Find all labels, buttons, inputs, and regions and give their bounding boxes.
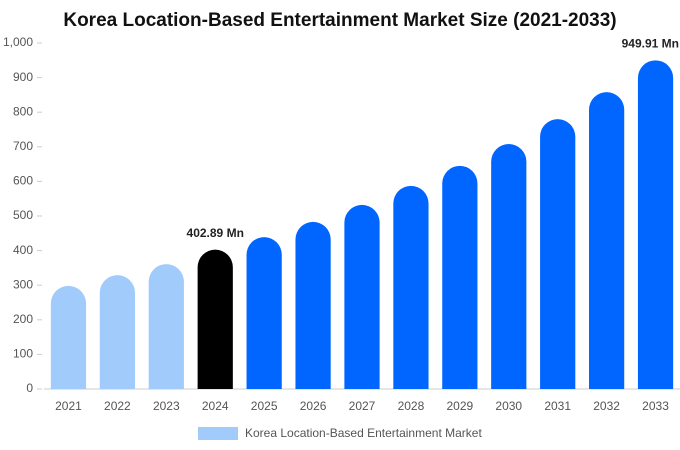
bar xyxy=(589,92,625,390)
x-tick-label: 2025 xyxy=(251,399,278,413)
y-tick-label: 900 xyxy=(13,70,33,84)
x-tick-label: 2023 xyxy=(153,399,180,413)
bar xyxy=(246,237,282,389)
bar xyxy=(148,264,184,389)
bar xyxy=(197,249,233,389)
y-tick-label: 600 xyxy=(13,174,33,188)
y-tick-label: 400 xyxy=(13,243,33,257)
x-tick-label: 2027 xyxy=(349,399,376,413)
legend-swatch xyxy=(198,427,238,440)
x-tick-label: 2024 xyxy=(202,399,229,413)
y-tick-label: 100 xyxy=(13,347,33,361)
y-tick-label: 300 xyxy=(13,277,33,291)
x-tick-label: 2022 xyxy=(104,399,131,413)
legend-label: Korea Location-Based Entertainment Marke… xyxy=(245,426,482,440)
bar xyxy=(295,221,331,389)
x-tick-label: 2026 xyxy=(300,399,327,413)
x-tick-label: 2028 xyxy=(398,399,425,413)
y-tick-label: 800 xyxy=(13,104,33,118)
y-tick-label: 500 xyxy=(13,208,33,222)
x-tick-label: 2029 xyxy=(446,399,473,413)
bar xyxy=(442,165,478,389)
value-label: 402.89 Mn xyxy=(187,226,244,240)
bar xyxy=(637,60,674,389)
chart-title: Korea Location-Based Entertainment Marke… xyxy=(63,10,616,31)
bar xyxy=(393,185,429,389)
y-tick-label: 1,000 xyxy=(3,35,33,49)
y-tick-label: 700 xyxy=(13,139,33,153)
bar xyxy=(540,119,576,390)
bar xyxy=(491,144,527,389)
x-tick-label: 2033 xyxy=(642,399,669,413)
x-tick-label: 2032 xyxy=(593,399,620,413)
x-tick-label: 2030 xyxy=(495,399,522,413)
bar xyxy=(99,275,135,389)
y-tick-label: 0 xyxy=(26,381,33,395)
x-tick-label: 2031 xyxy=(544,399,571,413)
value-label: 949.91 Mn xyxy=(622,37,679,51)
bar xyxy=(50,285,87,389)
bar xyxy=(344,204,380,389)
x-tick-label: 2021 xyxy=(55,399,82,413)
y-tick-label: 200 xyxy=(13,312,33,326)
